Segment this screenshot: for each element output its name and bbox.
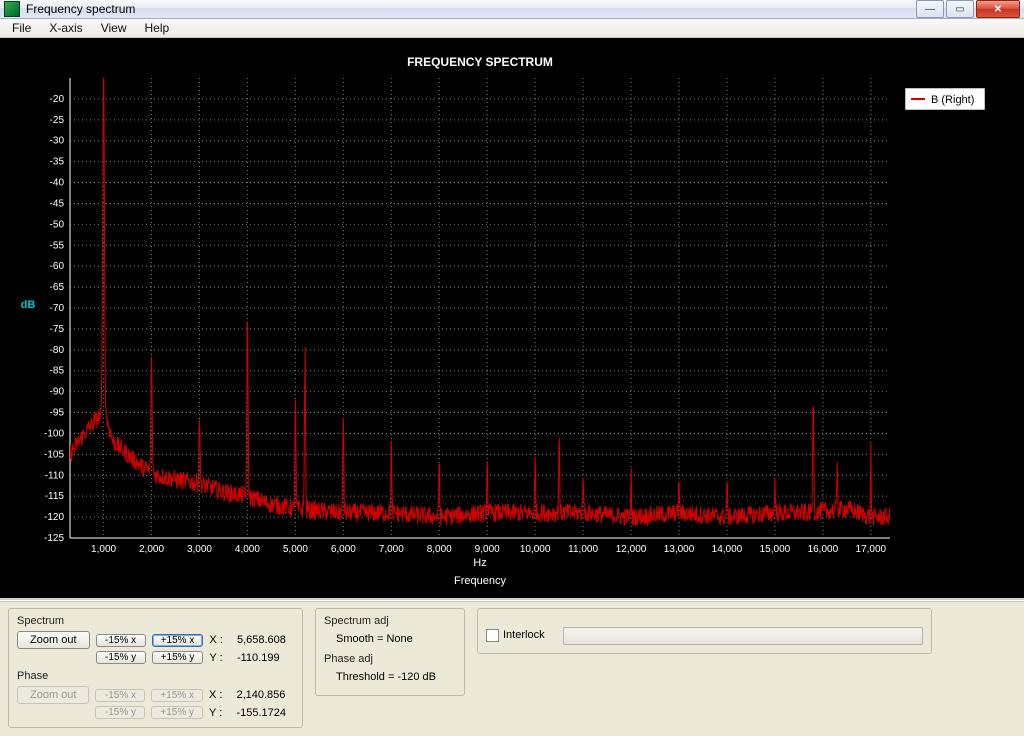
menu-view[interactable]: View xyxy=(93,19,135,37)
svg-text:-90: -90 xyxy=(50,387,65,398)
svg-text:-30: -30 xyxy=(50,136,65,147)
svg-text:2,000: 2,000 xyxy=(139,544,164,555)
phase-label: Phase xyxy=(17,670,294,682)
svg-text:-55: -55 xyxy=(50,240,65,251)
svg-text:Frequency: Frequency xyxy=(454,575,506,587)
svg-text:B (Right): B (Right) xyxy=(931,94,974,106)
svg-text:-40: -40 xyxy=(50,178,65,189)
window-title: Frequency spectrum xyxy=(26,2,916,16)
svg-text:17,000: 17,000 xyxy=(856,544,887,555)
spectrum-plus15y-button[interactable]: +15% y xyxy=(152,651,204,664)
svg-text:4,000: 4,000 xyxy=(235,544,260,555)
svg-text:14,000: 14,000 xyxy=(712,544,743,555)
phase-minus15x-button[interactable]: -15% x xyxy=(95,689,145,702)
spectrum-minus15x-button[interactable]: -15% x xyxy=(96,634,146,647)
svg-text:-35: -35 xyxy=(50,157,65,168)
menu-help[interactable]: Help xyxy=(136,19,177,37)
app-icon xyxy=(4,1,20,17)
svg-text:-20: -20 xyxy=(50,94,65,105)
phase-threshold-value: Threshold = -120 dB xyxy=(324,669,456,687)
spectrum-y-value: -110.199 xyxy=(237,652,294,664)
svg-text:5,000: 5,000 xyxy=(283,544,308,555)
svg-text:-75: -75 xyxy=(50,324,65,335)
window-buttons: — ▭ ✕ xyxy=(916,0,1020,18)
phase-adj-label: Phase adj xyxy=(324,653,456,665)
spectrum-smooth-value: Smooth = None xyxy=(324,631,456,653)
svg-text:-115: -115 xyxy=(45,491,65,502)
interlock-group: Interlock xyxy=(477,608,932,654)
svg-text:6,000: 6,000 xyxy=(331,544,356,555)
spectrum-minus15y-button[interactable]: -15% y xyxy=(96,651,146,664)
titlebar: Frequency spectrum — ▭ ✕ xyxy=(0,0,1024,19)
svg-text:-85: -85 xyxy=(50,366,65,377)
menu-xaxis[interactable]: X-axis xyxy=(41,19,90,37)
spectrum-phase-group: Spectrum Zoom out -15% x +15% x X : 5,65… xyxy=(8,608,303,728)
svg-text:-65: -65 xyxy=(50,282,65,293)
interlock-checkbox[interactable] xyxy=(486,629,499,642)
phase-zoom-out-button[interactable]: Zoom out xyxy=(17,686,89,704)
menubar: File X-axis View Help xyxy=(0,19,1024,38)
interlock-label: Interlock xyxy=(503,629,545,641)
svg-text:13,000: 13,000 xyxy=(664,544,695,555)
spectrum-x-label: X : xyxy=(209,634,231,646)
phase-y-label: Y : xyxy=(209,707,230,719)
svg-text:10,000: 10,000 xyxy=(520,544,551,555)
svg-text:-50: -50 xyxy=(50,219,65,230)
spectrum-adj-label: Spectrum adj xyxy=(324,615,456,627)
svg-text:-25: -25 xyxy=(50,115,65,126)
spectrum-plus15x-button[interactable]: +15% x xyxy=(152,634,204,647)
svg-text:3,000: 3,000 xyxy=(187,544,212,555)
phase-plus15y-button[interactable]: +15% y xyxy=(151,706,203,719)
spectrum-chart: FREQUENCY SPECTRUM 1,000 2,000 3,000 4,000 5,… xyxy=(0,38,1024,598)
phase-y-value: -155.1724 xyxy=(236,707,294,719)
phase-minus15y-button[interactable]: -15% y xyxy=(95,706,145,719)
svg-text:-105: -105 xyxy=(44,449,64,460)
spectrum-x-value: 5,658.608 xyxy=(237,634,294,646)
svg-text:-70: -70 xyxy=(50,303,65,314)
control-panel: Spectrum Zoom out -15% x +15% x X : 5,65… xyxy=(0,602,1024,736)
svg-text:1,000: 1,000 xyxy=(91,544,116,555)
minimize-button[interactable]: — xyxy=(916,0,944,18)
svg-text:-60: -60 xyxy=(50,261,65,272)
svg-text:7,000: 7,000 xyxy=(379,544,404,555)
spectrum-y-label: Y : xyxy=(209,652,231,664)
phase-x-value: 2,140.856 xyxy=(236,689,294,701)
svg-text:-110: -110 xyxy=(45,470,65,481)
svg-text:Hz: Hz xyxy=(473,557,486,569)
progress-bar xyxy=(563,627,923,645)
phase-x-label: X : xyxy=(209,689,230,701)
svg-text:-120: -120 xyxy=(44,512,64,523)
menu-file[interactable]: File xyxy=(4,19,39,37)
phase-plus15x-button[interactable]: +15% x xyxy=(151,689,203,702)
adj-group: Spectrum adj Smooth = None Phase adj Thr… xyxy=(315,608,465,696)
svg-text:dB: dB xyxy=(21,299,36,311)
svg-text:FREQUENCY SPECTRUM: FREQUENCY SPECTRUM xyxy=(407,55,553,69)
svg-text:9,000: 9,000 xyxy=(475,544,500,555)
svg-text:8,000: 8,000 xyxy=(427,544,452,555)
svg-text:-125: -125 xyxy=(44,533,64,544)
svg-text:-100: -100 xyxy=(44,428,64,439)
chart-area[interactable]: FREQUENCY SPECTRUM 1,000 2,000 3,000 4,000 5,… xyxy=(0,38,1024,598)
svg-text:12,000: 12,000 xyxy=(616,544,647,555)
svg-text:16,000: 16,000 xyxy=(808,544,839,555)
svg-text:15,000: 15,000 xyxy=(760,544,791,555)
svg-text:11,000: 11,000 xyxy=(568,544,598,555)
svg-text:-95: -95 xyxy=(50,408,65,419)
svg-text:-80: -80 xyxy=(50,345,65,356)
svg-text:-45: -45 xyxy=(50,198,65,209)
spectrum-label: Spectrum xyxy=(17,615,294,627)
close-button[interactable]: ✕ xyxy=(976,0,1020,18)
spectrum-zoom-out-button[interactable]: Zoom out xyxy=(17,631,90,649)
maximize-button[interactable]: ▭ xyxy=(946,0,974,18)
